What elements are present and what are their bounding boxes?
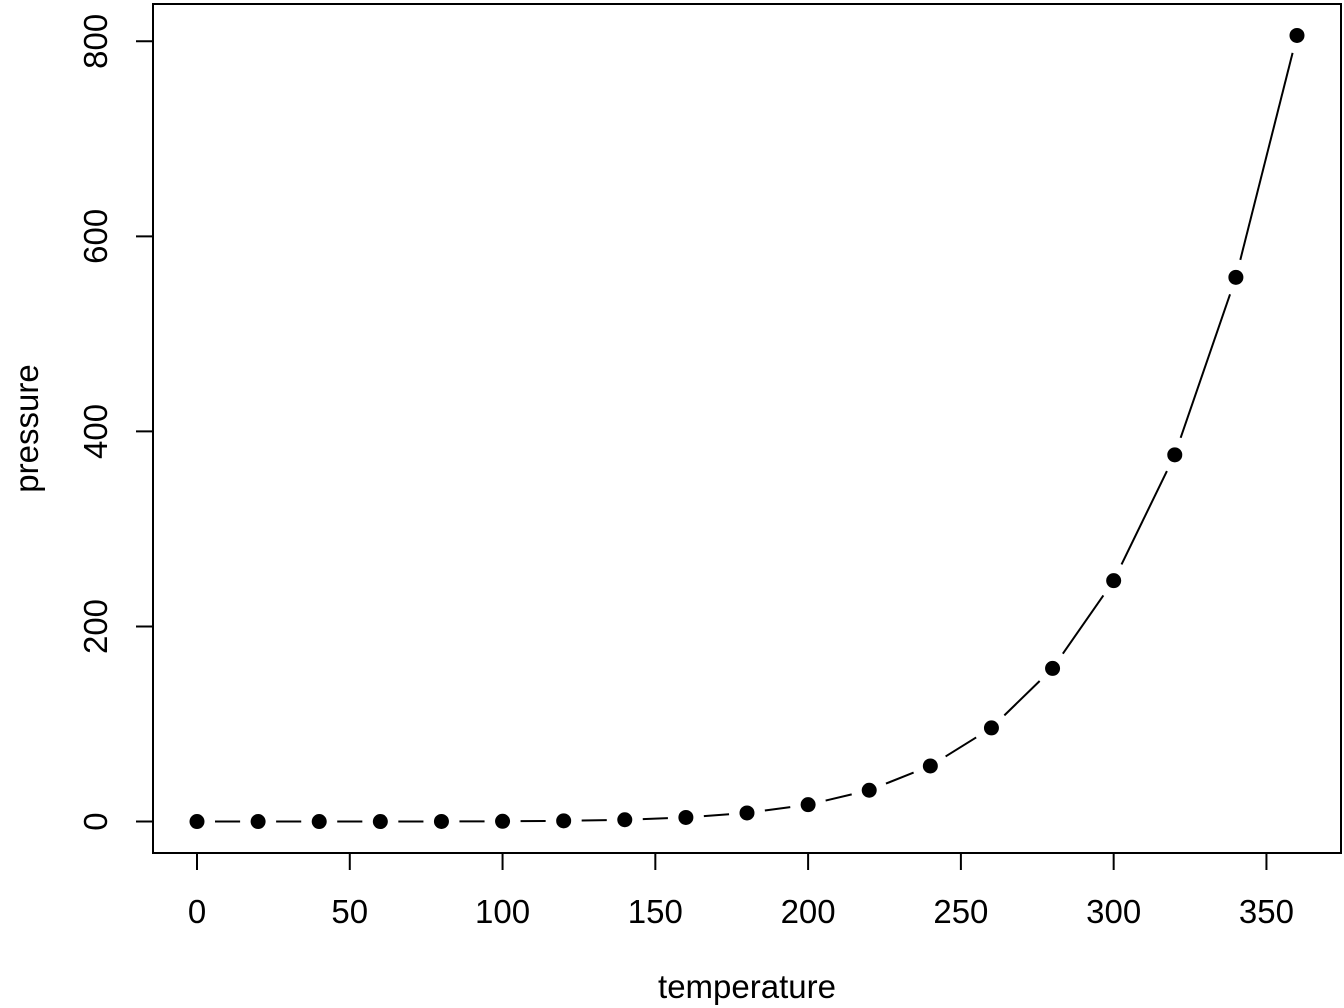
series-segment: [1003, 680, 1041, 717]
x-axis-title: temperature: [658, 968, 836, 1005]
data-point: [1045, 660, 1061, 676]
x-tick-label: 200: [781, 893, 836, 930]
data-point: [495, 813, 511, 829]
x-tick-label: 100: [475, 893, 530, 930]
series-segment: [1120, 470, 1168, 565]
data-point: [556, 813, 572, 829]
series-segment: [1179, 294, 1231, 439]
data-point: [1228, 269, 1244, 285]
series-segment: [703, 813, 730, 818]
y-tick-label: 0: [77, 812, 114, 830]
data-point: [983, 720, 999, 736]
plot-border: [152, 3, 1342, 854]
data-point: [433, 813, 449, 829]
x-tick-label: 350: [1239, 893, 1294, 930]
y-tick-label: 600: [77, 209, 114, 264]
y-axis-title: pressure: [8, 364, 45, 492]
y-tick-label: 400: [77, 404, 114, 459]
series-segment: [1239, 52, 1294, 261]
x-tick-label: 300: [1086, 893, 1141, 930]
data-point: [1106, 573, 1122, 589]
x-tick-label: 50: [331, 893, 368, 930]
data-point: [922, 758, 938, 774]
data-point: [372, 814, 388, 830]
data-point: [1289, 27, 1305, 43]
x-tick-label: 250: [933, 893, 988, 930]
series-segment: [885, 771, 914, 785]
y-tick-label: 200: [77, 599, 114, 654]
data-point: [250, 814, 266, 830]
data-point: [189, 814, 205, 830]
data-point: [739, 805, 755, 821]
series-segment: [642, 817, 668, 821]
data-point: [800, 797, 816, 813]
series-segment: [764, 806, 791, 812]
data-point: [1167, 447, 1183, 463]
x-tick-label: 150: [628, 893, 683, 930]
data-point: [678, 809, 694, 825]
series-segment: [945, 736, 977, 758]
series-segment: [1062, 594, 1105, 655]
y-tick-label: 800: [77, 14, 114, 69]
data-point: [861, 782, 877, 798]
series-segment: [825, 793, 852, 802]
x-tick-label: 0: [188, 893, 206, 930]
data-point: [311, 814, 327, 830]
data-point: [617, 812, 633, 828]
